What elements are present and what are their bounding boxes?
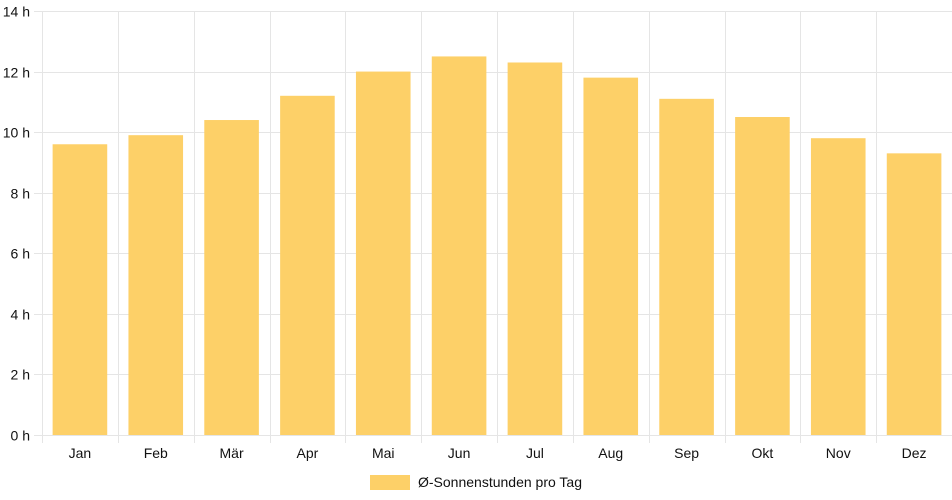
bar-mai[interactable] bbox=[355, 71, 411, 435]
x-tick-label: Jul bbox=[526, 445, 544, 461]
x-tick-label: Okt bbox=[752, 445, 774, 461]
x-tick-label: Apr bbox=[297, 445, 319, 461]
x-tick-label: Mai bbox=[372, 445, 395, 461]
bar-dez[interactable] bbox=[886, 153, 942, 435]
y-tick-label: 2 h bbox=[11, 367, 30, 383]
bar-feb[interactable] bbox=[128, 135, 184, 436]
y-tick-label: 8 h bbox=[11, 186, 30, 202]
bar-jul[interactable] bbox=[507, 62, 563, 436]
x-tick-label: Mär bbox=[220, 445, 244, 461]
bar-okt[interactable] bbox=[735, 117, 790, 435]
legend-label: Ø-Sonnenstunden pro Tag bbox=[418, 474, 582, 490]
legend[interactable]: Ø-Sonnenstunden pro Tag bbox=[370, 474, 582, 490]
bars bbox=[52, 56, 942, 436]
y-tick-label: 0 h bbox=[11, 428, 30, 444]
y-tick-label: 14 h bbox=[3, 4, 30, 20]
bar-nov[interactable] bbox=[810, 138, 866, 435]
y-axis-ticks: 0 h 2 h 4 h 6 h 8 h 10 h 12 h 14 h bbox=[3, 4, 30, 444]
x-axis-ticks: Jan Feb Mär Apr Mai Jun Jul Aug Sep Okt Nov Dez bbox=[69, 445, 927, 461]
x-tick-label: Jun bbox=[448, 445, 471, 461]
x-tick-label: Dez bbox=[902, 445, 927, 461]
bar-sep[interactable] bbox=[659, 98, 714, 435]
bar-aug[interactable] bbox=[583, 77, 639, 435]
x-tick-label: Nov bbox=[826, 445, 851, 461]
legend-swatch bbox=[370, 475, 410, 490]
bar-mär[interactable] bbox=[204, 120, 259, 435]
y-tick-label: 10 h bbox=[3, 125, 30, 141]
x-tick-label: Aug bbox=[598, 445, 623, 461]
x-tick-label: Jan bbox=[69, 445, 92, 461]
y-tick-label: 6 h bbox=[11, 246, 30, 262]
bar-apr[interactable] bbox=[280, 95, 335, 436]
grid-lines bbox=[34, 11, 952, 443]
y-tick-label: 4 h bbox=[11, 307, 30, 323]
x-tick-label: Sep bbox=[674, 445, 699, 461]
bar-jun[interactable] bbox=[431, 56, 487, 436]
x-tick-label: Feb bbox=[144, 445, 168, 461]
y-tick-label: 12 h bbox=[3, 65, 30, 81]
bar-jan[interactable] bbox=[52, 144, 108, 435]
